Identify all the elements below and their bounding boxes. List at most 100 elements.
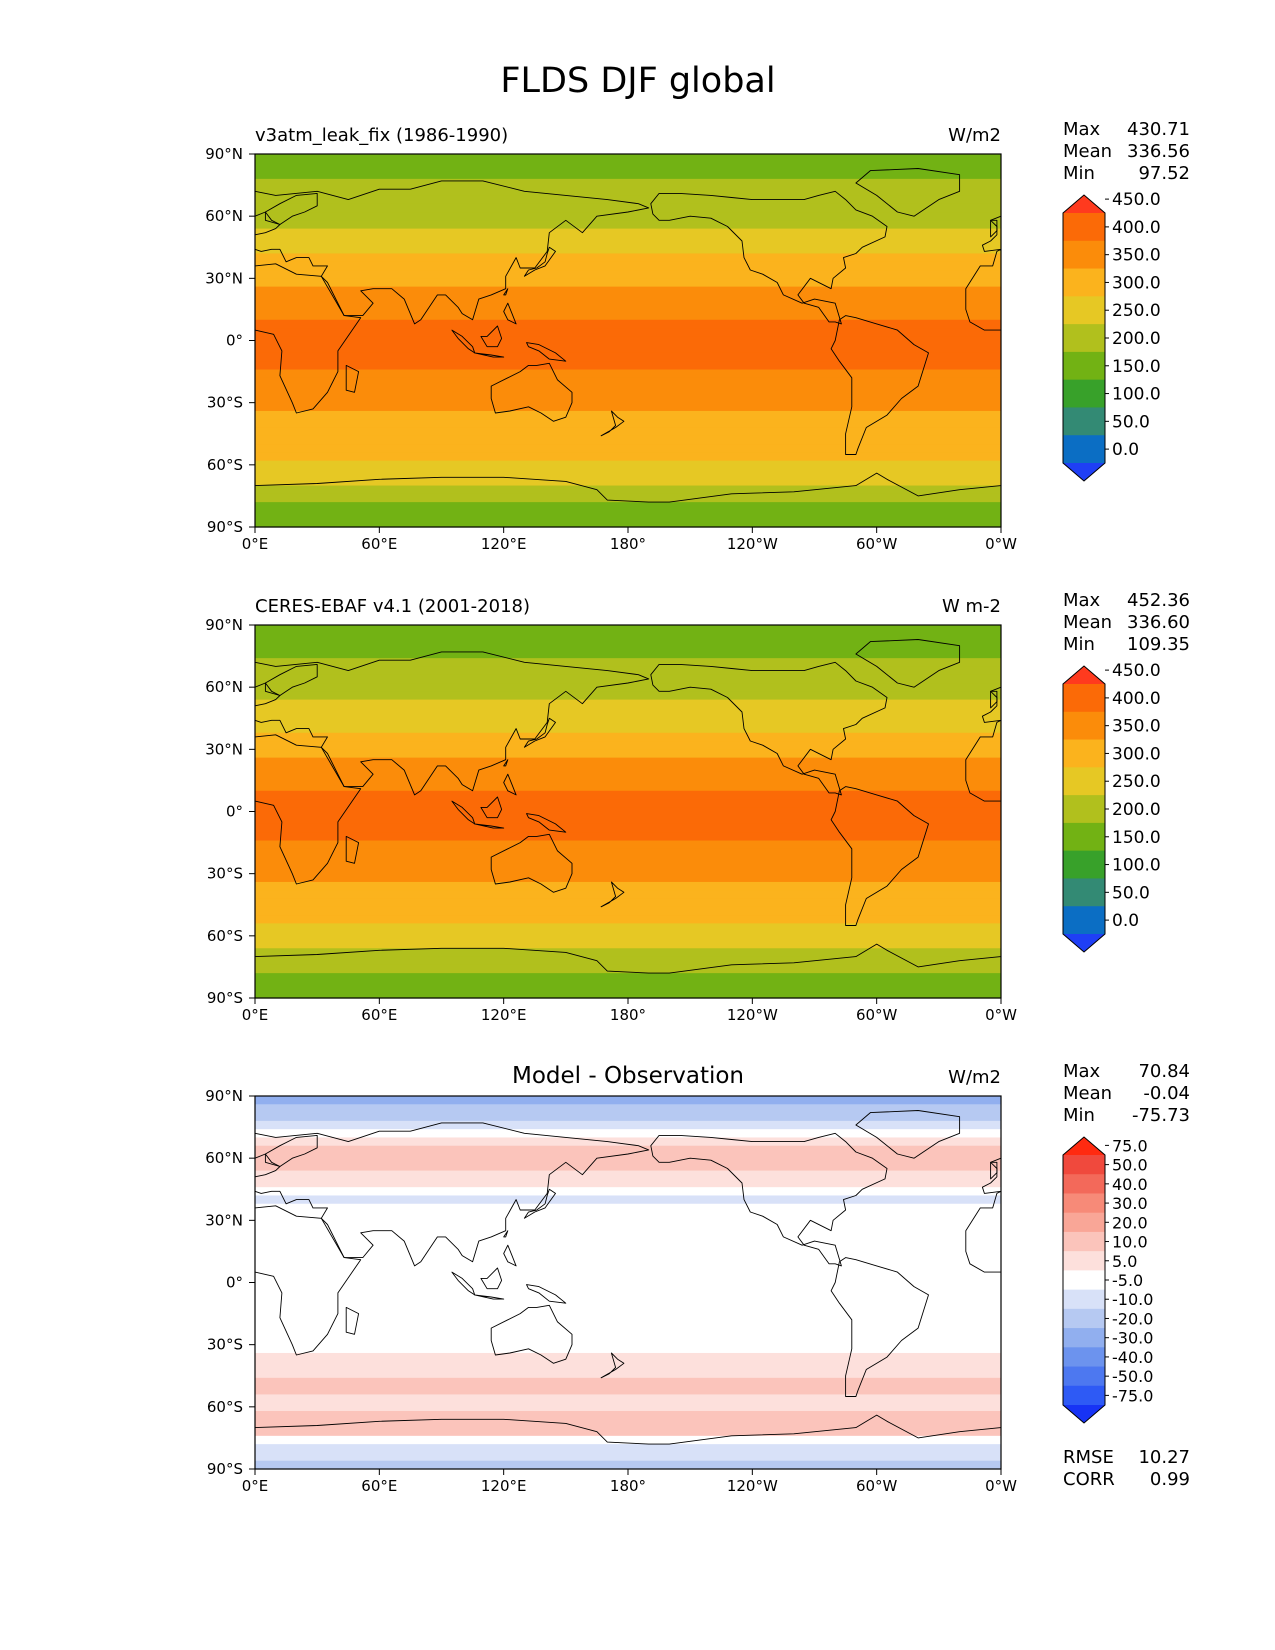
- field-band: [255, 1195, 1001, 1205]
- colorbar-label: -5.0: [1112, 1271, 1143, 1290]
- field-band: [255, 898, 1001, 908]
- colorbar-label: 30.0: [1112, 1194, 1148, 1213]
- coastline: [480, 796, 503, 819]
- coastline: [990, 690, 998, 709]
- field-band: [255, 674, 1001, 684]
- field-bands: [255, 154, 1001, 528]
- field-band: [255, 286, 1001, 296]
- colorbar-label: 0.0: [1112, 911, 1139, 931]
- coastline: [264, 192, 318, 225]
- y-tick-label: 60°N: [205, 678, 243, 696]
- coastline: [830, 1257, 929, 1397]
- y-tick-label: 90°S: [207, 1460, 243, 1478]
- colorbar-extend-top: [1063, 666, 1105, 684]
- field-band: [255, 1435, 1001, 1445]
- field-band: [255, 890, 1001, 900]
- coastline: [254, 943, 1002, 999]
- coastline: [474, 352, 505, 358]
- colorbar-label: 350.0: [1112, 717, 1161, 737]
- stat-value: -75.73: [1132, 1105, 1190, 1126]
- colorbar-label: 50.0: [1112, 883, 1150, 903]
- x-tick-label: 180°: [610, 1006, 646, 1024]
- coastline: [254, 1414, 1002, 1470]
- coastline: [855, 639, 961, 688]
- colorbar-label: 0.0: [1112, 440, 1139, 460]
- coastline: [990, 219, 998, 238]
- field-band: [255, 873, 1001, 883]
- colorbar-label: 250.0: [1112, 301, 1161, 321]
- field-band: [255, 1278, 1001, 1288]
- y-tick-label: 60°S: [207, 1398, 243, 1416]
- field-band: [255, 807, 1001, 817]
- colorbar-bin: [1063, 379, 1105, 408]
- colorbar-bin: [1063, 1366, 1105, 1387]
- colorbar-extend-top: [1063, 1137, 1105, 1155]
- coastline: [650, 661, 888, 796]
- stat-label: Min: [1063, 163, 1095, 184]
- colorbar-bin: [1063, 1270, 1105, 1291]
- field-band: [255, 931, 1001, 941]
- field-band: [255, 641, 1001, 651]
- colorbar-outline: [1062, 1136, 1106, 1424]
- colorbar-label: 10.0: [1112, 1233, 1148, 1252]
- field-band: [255, 948, 1001, 958]
- field-band: [255, 311, 1001, 321]
- field-band: [255, 294, 1001, 304]
- field-band: [255, 857, 1001, 866]
- field-band: [255, 815, 1001, 825]
- colorbar-bin: [1063, 1174, 1105, 1194]
- coastline: [254, 682, 281, 707]
- field-band: [255, 956, 1001, 966]
- field-band: [255, 502, 1001, 512]
- coastline: [503, 288, 509, 296]
- colorbar-bin: [1063, 1289, 1105, 1310]
- coastline: [965, 248, 1002, 331]
- x-tick-label: 120°W: [727, 1006, 778, 1024]
- colorbar-label: 350.0: [1112, 246, 1161, 266]
- coastlines: [254, 639, 1002, 999]
- field-band: [255, 435, 1001, 445]
- field-band: [255, 683, 1001, 692]
- colorbar-bin: [1063, 213, 1105, 242]
- field-band: [255, 253, 1001, 263]
- x-tick-label: 60°W: [856, 1477, 898, 1495]
- field-band: [255, 707, 1001, 717]
- coastline: [503, 302, 517, 325]
- x-tick-label: 120°E: [481, 1006, 527, 1024]
- x-tick-label: 0°E: [242, 1477, 269, 1495]
- y-tick-label: 90°S: [207, 518, 243, 536]
- coastline: [650, 190, 888, 325]
- field-band: [255, 1294, 1001, 1304]
- field-band: [255, 1303, 1001, 1313]
- field-band: [255, 1145, 1001, 1155]
- field-band: [255, 1377, 1001, 1387]
- field-band: [255, 386, 1001, 395]
- coastline: [965, 719, 1002, 802]
- field-band: [255, 1112, 1001, 1122]
- field-band: [255, 749, 1001, 759]
- colorbar-label: 300.0: [1112, 273, 1161, 293]
- colorbar-extend-top: [1063, 195, 1105, 213]
- colorbar-bin: [1063, 407, 1105, 436]
- coastline: [965, 1190, 1002, 1273]
- field-band: [255, 510, 1001, 520]
- field-band: [255, 1394, 1001, 1404]
- field-band: [255, 162, 1001, 172]
- x-tick-label: 120°E: [481, 1477, 527, 1495]
- bottom-stat-value: 0.99: [1150, 1469, 1190, 1490]
- colorbar-bin: [1063, 351, 1105, 381]
- colorbar-label: -30.0: [1112, 1329, 1153, 1348]
- coastline: [855, 168, 961, 217]
- coastline: [526, 342, 567, 362]
- field-band: [255, 1460, 1001, 1470]
- coastline: [254, 263, 362, 414]
- panel-units: W/m2: [948, 125, 1001, 146]
- field-band: [255, 1228, 1001, 1238]
- field-band: [255, 270, 1001, 279]
- coastline: [254, 180, 650, 325]
- y-tick-label: 90°N: [205, 616, 243, 634]
- field-band: [255, 1444, 1001, 1454]
- field-band: [255, 220, 1001, 230]
- field-band: [255, 377, 1001, 387]
